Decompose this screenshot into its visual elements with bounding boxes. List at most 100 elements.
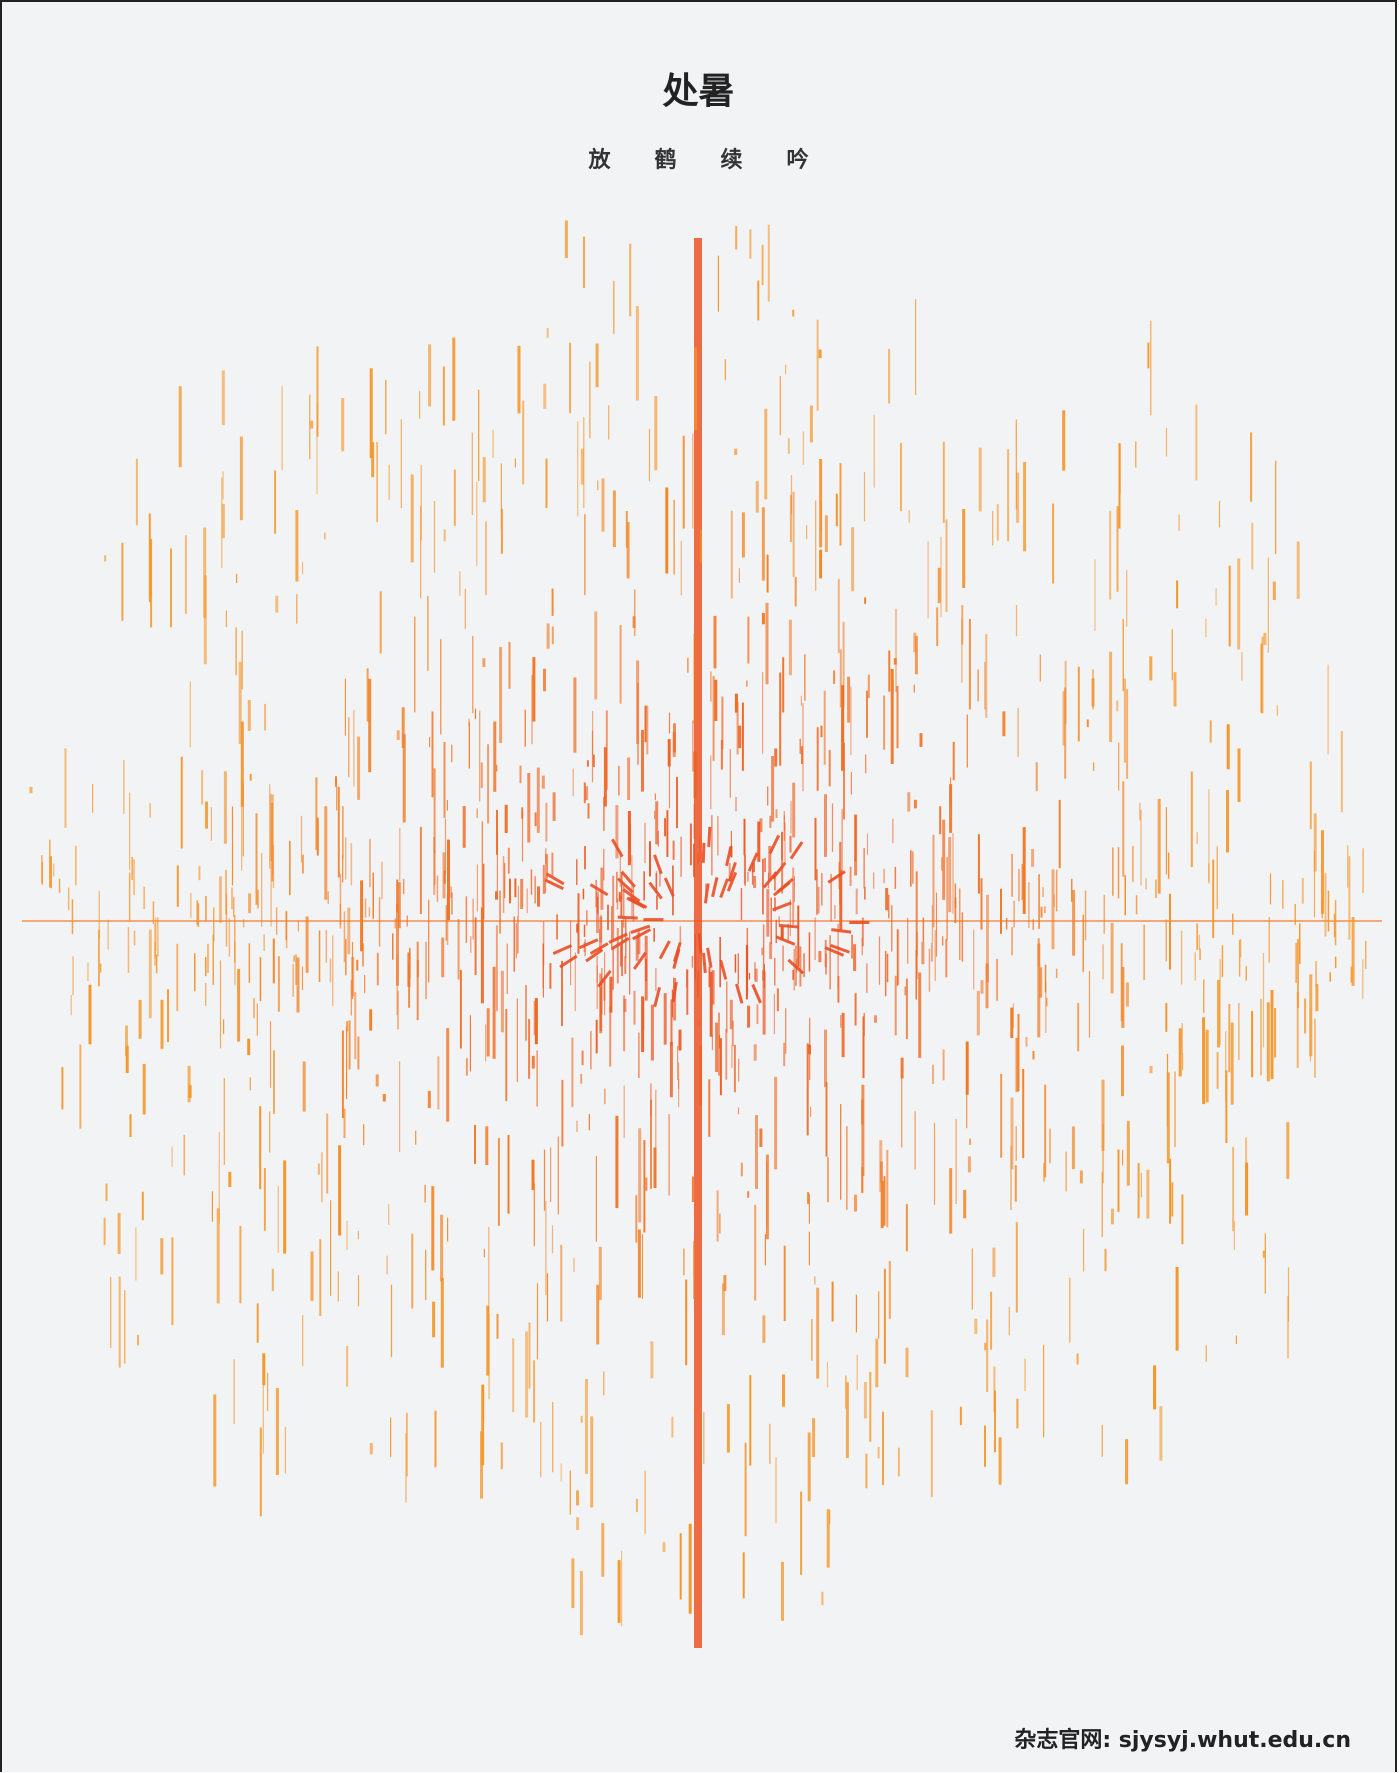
burst-stroke (30, 787, 33, 793)
burst-stroke (1043, 1163, 1045, 1182)
burst-stroke (1016, 605, 1017, 636)
burst-stroke (1140, 810, 1141, 886)
band-stroke (782, 946, 784, 972)
band-stroke (1365, 941, 1367, 969)
burst-stroke (753, 876, 756, 888)
burst-stroke (248, 893, 251, 913)
burst-stroke (764, 409, 767, 500)
burst-stroke (429, 737, 430, 747)
burst-stroke (767, 786, 768, 805)
burst-stroke (1169, 894, 1171, 970)
burst-stroke (441, 938, 444, 978)
burst-stroke (669, 1114, 670, 1196)
burst-stroke (621, 1551, 622, 1627)
burst-stroke (774, 994, 775, 1034)
burst-stroke (1087, 720, 1089, 728)
burst-stroke (914, 685, 915, 693)
burst-stroke (1165, 1003, 1167, 1032)
band-stroke (466, 896, 468, 943)
burst-stroke (609, 977, 612, 1013)
burst-stroke (1121, 943, 1123, 1021)
burst-stroke (498, 1138, 500, 1226)
burst-stroke (250, 1077, 251, 1090)
band-stroke (407, 916, 409, 927)
band-stroke (190, 893, 192, 918)
burst-stroke (342, 806, 343, 859)
band-stroke (792, 970, 794, 980)
burst-stroke (296, 594, 297, 624)
burst-stroke (250, 774, 252, 781)
band-stroke (107, 920, 109, 950)
burst-stroke (775, 1457, 776, 1523)
band-stroke (1013, 901, 1015, 928)
burst-stroke (1052, 504, 1054, 584)
burst-stroke (829, 750, 831, 786)
burst-stroke (596, 1020, 598, 1054)
burst-stroke (364, 975, 365, 993)
burst-stroke (139, 1000, 142, 1039)
burst-stroke (851, 772, 852, 795)
burst-stroke (906, 979, 908, 1039)
burst-stroke (207, 944, 208, 973)
burst-stroke (781, 1562, 784, 1621)
band-stroke (286, 911, 288, 948)
burst-stroke (136, 459, 138, 526)
burst-stroke (664, 993, 667, 1044)
burst-stroke (411, 475, 414, 563)
burst-stroke (570, 1471, 571, 1515)
burst-stroke (996, 959, 998, 1001)
inner-fleck (790, 841, 804, 859)
burst-stroke (278, 956, 280, 1012)
burst-stroke (542, 776, 545, 789)
burst-stroke (1153, 1365, 1156, 1409)
burst-stroke (276, 1388, 279, 1475)
burst-stroke (550, 1147, 551, 1202)
band-stroke (1145, 878, 1147, 889)
inner-fleck (704, 883, 710, 903)
burst-stroke (1122, 1150, 1123, 1166)
band-stroke (1045, 965, 1047, 993)
burst-stroke (222, 371, 225, 426)
burst-stroke (888, 349, 890, 404)
burst-stroke (624, 956, 626, 974)
burst-stroke (1268, 558, 1269, 653)
burst-stroke (865, 754, 866, 773)
burst-stroke (878, 1291, 879, 1338)
band-stroke (409, 948, 411, 979)
burst-stroke (311, 1252, 314, 1301)
burst-stroke (324, 532, 325, 539)
band-stroke (213, 935, 215, 985)
burst-stroke (915, 636, 918, 674)
burst-stroke (663, 1542, 666, 1552)
burst-stroke (624, 999, 627, 1012)
burst-stroke (636, 1499, 638, 1512)
burst-stroke (943, 1049, 945, 1080)
burst-stroke (765, 1234, 766, 1265)
burst-stroke (766, 1162, 767, 1229)
burst-stroke (1304, 999, 1306, 1034)
burst-stroke (584, 514, 585, 595)
burst-stroke (402, 707, 405, 748)
burst-stroke (282, 386, 283, 470)
inner-fleck (659, 940, 671, 959)
burst-stroke (552, 1225, 553, 1253)
burst-stroke (1181, 1194, 1183, 1244)
burst-stroke (445, 819, 446, 875)
inner-fleck (751, 984, 762, 1004)
burst-stroke (1262, 637, 1264, 714)
burst-stroke (1092, 669, 1094, 709)
burst-stroke (535, 812, 537, 826)
band-stroke (1166, 919, 1168, 961)
burst-stroke (189, 1085, 192, 1098)
burst-stroke (771, 756, 774, 822)
burst-stroke (906, 1348, 909, 1378)
burst-stroke (435, 1411, 437, 1467)
burst-stroke (712, 1035, 713, 1050)
burst-stroke (638, 1033, 639, 1078)
band-stroke (128, 927, 130, 973)
burst-stroke (150, 803, 151, 818)
burst-stroke (318, 1164, 320, 1175)
burst-stroke (1018, 1014, 1020, 1091)
burst-stroke (332, 935, 333, 1005)
burst-stroke (213, 1395, 216, 1487)
